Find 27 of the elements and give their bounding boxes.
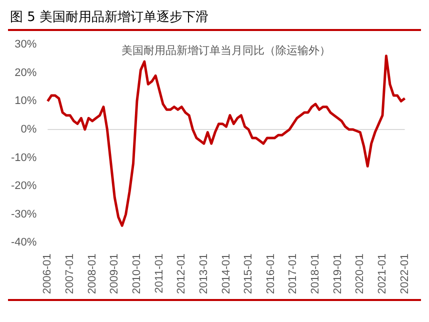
- x-tick-label: 2008-01: [86, 254, 98, 294]
- x-tick-label: 2009-01: [108, 254, 121, 294]
- y-tick-label: -10%: [10, 152, 37, 164]
- y-tick-label: -40%: [10, 236, 37, 249]
- x-tick-label: 2022-01: [398, 254, 411, 294]
- x-tick-label: 2013-01: [198, 254, 210, 294]
- y-tick-label: 10%: [14, 95, 37, 108]
- x-tick-label: 2018-01: [310, 254, 322, 294]
- chart-subtitle: 美国耐用品新增订单当月同比（除运输外）: [122, 44, 331, 57]
- x-tick-label: 2021-01: [376, 254, 389, 294]
- x-tick-label: 2016-01: [264, 254, 277, 294]
- x-tick-label: 2010-01: [130, 254, 143, 294]
- x-tick-label: 2019-01: [332, 254, 344, 294]
- y-tick-label: -20%: [10, 180, 37, 192]
- x-tick-label: 2006-01: [42, 254, 54, 294]
- y-tick-label: 20%: [14, 66, 37, 79]
- x-tick-label: 2015-01: [242, 254, 255, 294]
- x-tick-label: 2017-01: [287, 254, 300, 294]
- y-tick-label: 30%: [14, 38, 37, 51]
- chart-title: 图 5 美国耐用品新增订单逐步下滑: [9, 9, 210, 27]
- x-tick-label: 2014-01: [220, 254, 232, 294]
- x-tick-label: 2007-01: [64, 254, 76, 294]
- x-tick-label: 2020-01: [354, 254, 366, 294]
- y-tick-label: 0%: [20, 124, 37, 136]
- y-tick-label: -30%: [10, 208, 37, 220]
- x-tick-label: 2011-01: [153, 254, 166, 294]
- x-tick-label: 2012-01: [176, 254, 188, 294]
